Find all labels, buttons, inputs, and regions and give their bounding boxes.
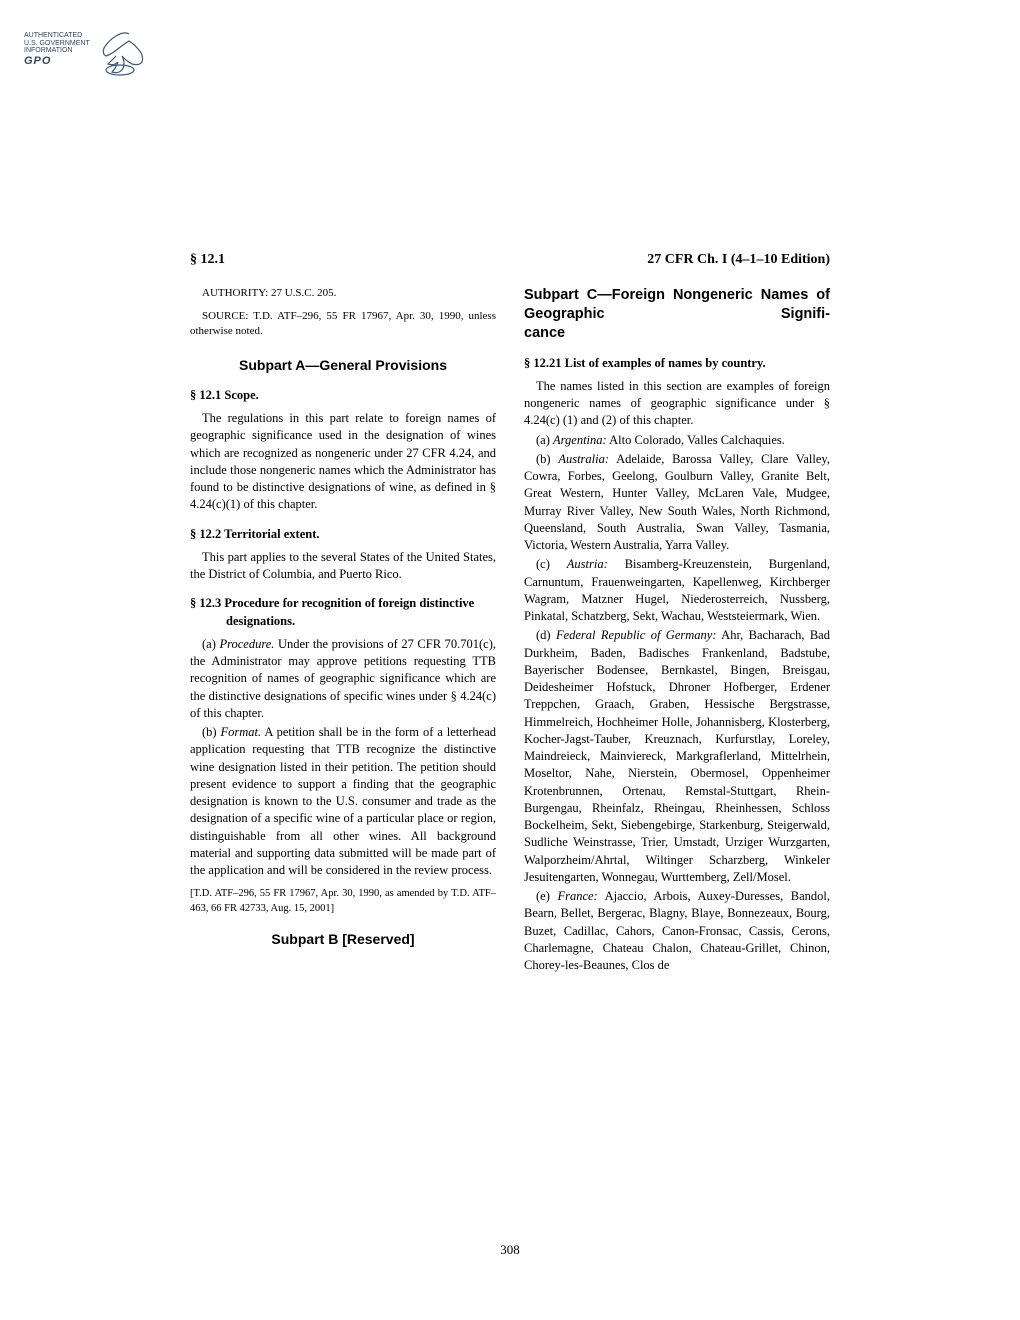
- subpart-b-heading: Subpart B [Reserved]: [190, 930, 496, 949]
- subpart-c-heading: Subpart C—Foreign Nongeneric Names of Ge…: [524, 286, 830, 343]
- section-12-21-b: (b) Australia: Adelaide, Barossa Valley,…: [524, 451, 830, 555]
- subpart-c-line1: Subpart C—Foreign Nongeneric Names of Ge…: [524, 287, 830, 322]
- authority-label: AUTHORITY:: [202, 287, 268, 299]
- section-12-2-body: This part applies to the several States …: [190, 549, 496, 584]
- section-12-2-heading: § 12.2 Territorial extent.: [190, 526, 496, 543]
- seal-gpo: GPO: [24, 55, 51, 67]
- section-12-21-intro: The names listed in this section are exa…: [524, 378, 830, 430]
- para-b-label: (b): [202, 725, 221, 739]
- source-note: SOURCE: T.D. ATF–296, 55 FR 17967, Apr. …: [190, 309, 496, 339]
- gpo-authentication-seal: AUTHENTICATED U.S. GOVERNMENT INFORMATIO…: [24, 24, 164, 80]
- header-section: § 12.1: [190, 252, 225, 268]
- a-text: Alto Colorado, Valles Calchaquies.: [607, 433, 785, 447]
- section-12-1-body: The regulations in this part relate to f…: [190, 410, 496, 514]
- page-number: 308: [0, 1242, 1020, 1258]
- d-label: (d): [536, 628, 556, 642]
- subpart-c-line2: cance: [524, 324, 830, 343]
- seal-line2: U.S. GOVERNMENT: [24, 40, 90, 47]
- e-italic: France:: [557, 889, 597, 903]
- c-italic: Austria:: [567, 557, 608, 571]
- section-12-21-c: (c) Austria: Bisamberg-Kreuzenstein, Bur…: [524, 556, 830, 625]
- section-12-21-heading: § 12.21 List of examples of names by cou…: [524, 355, 830, 372]
- subpart-a-heading: Subpart A—General Provisions: [190, 356, 496, 375]
- section-12-3-para-b: (b) Format. A petition shall be in the f…: [190, 724, 496, 879]
- header-edition: 27 CFR Ch. I (4–1–10 Edition): [647, 252, 830, 268]
- section-12-3-citation: [T.D. ATF–296, 55 FR 17967, Apr. 30, 199…: [190, 887, 496, 916]
- d-text: Ahr, Bacharach, Bad Durkheim, Baden, Bad…: [524, 628, 830, 884]
- section-12-21-a: (a) Argentina: Alto Colorado, Valles Cal…: [524, 432, 830, 449]
- page-content: § 12.1 27 CFR Ch. I (4–1–10 Edition) AUT…: [190, 252, 830, 976]
- seal-text: AUTHENTICATED U.S. GOVERNMENT INFORMATIO…: [24, 32, 90, 67]
- section-12-21-e: (e) France: Ajaccio, Arbois, Auxey-Dures…: [524, 888, 830, 974]
- b-text: Adelaide, Barossa Valley, Clare Valley, …: [524, 452, 830, 552]
- section-12-3-para-a: (a) Procedure. Under the provisions of 2…: [190, 636, 496, 722]
- section-12-3-heading: § 12.3 Procedure for recognition of fore…: [190, 595, 496, 630]
- seal-line3: INFORMATION: [24, 47, 72, 54]
- para-a-label: (a): [202, 637, 219, 651]
- c-label: (c): [536, 557, 567, 571]
- para-b-italic: Format.: [221, 725, 262, 739]
- authority-text: 27 U.S.C. 205.: [268, 287, 336, 299]
- b-italic: Australia:: [558, 452, 609, 466]
- b-label: (b): [536, 452, 558, 466]
- e-label: (e): [536, 889, 557, 903]
- section-12-21-d: (d) Federal Republic of Germany: Ahr, Ba…: [524, 627, 830, 886]
- d-italic: Federal Republic of Germany:: [556, 628, 717, 642]
- para-a-italic: Procedure.: [219, 637, 274, 651]
- section-12-1-heading: § 12.1 Scope.: [190, 387, 496, 404]
- para-b-text: A petition shall be in the form of a let…: [190, 725, 496, 877]
- two-column-body: AUTHORITY: 27 U.S.C. 205. SOURCE: T.D. A…: [190, 286, 830, 976]
- source-label: SOURCE:: [202, 310, 248, 322]
- seal-line1: AUTHENTICATED: [24, 32, 82, 39]
- running-header: § 12.1 27 CFR Ch. I (4–1–10 Edition): [190, 252, 830, 268]
- a-label: (a): [536, 433, 553, 447]
- authority-note: AUTHORITY: 27 U.S.C. 205.: [190, 286, 496, 301]
- a-italic: Argentina:: [553, 433, 607, 447]
- eagle-icon: [94, 26, 164, 76]
